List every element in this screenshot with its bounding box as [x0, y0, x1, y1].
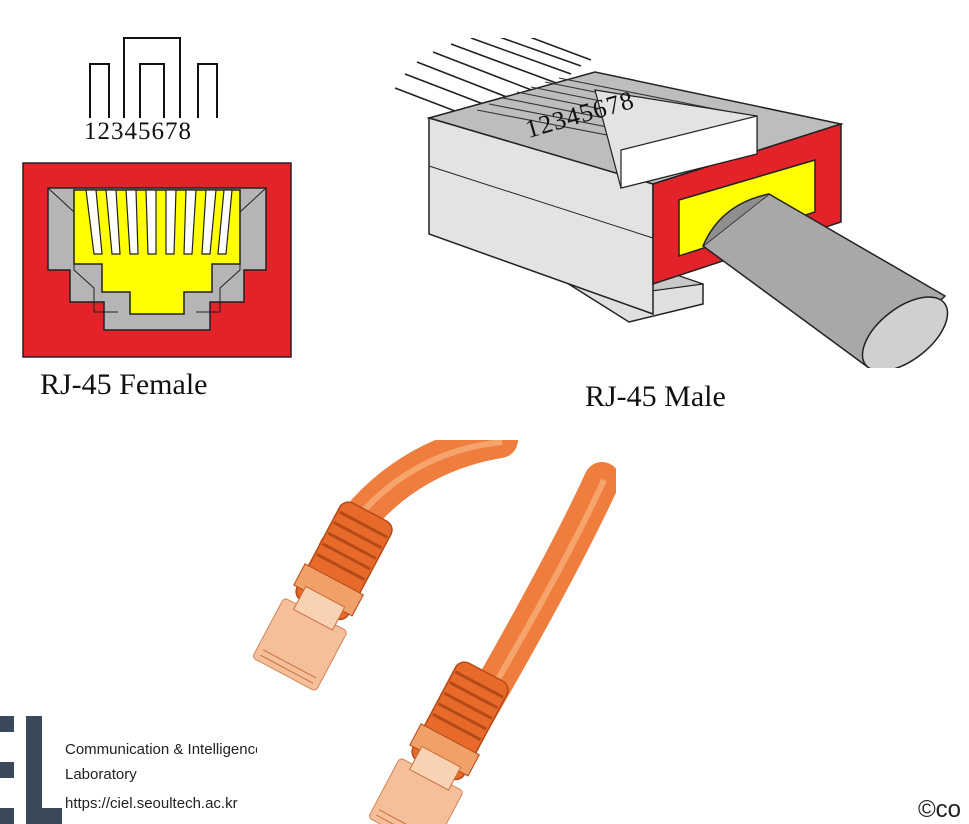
rj45-male-plug-diagram — [394, 38, 949, 368]
logo-lab-subtitle: Laboratory — [65, 766, 137, 783]
female-pin-numbers: 12345678 — [84, 118, 192, 145]
orange-ethernet-cables-photo — [240, 440, 616, 824]
rj45-female-jack-diagram — [22, 162, 292, 358]
female-pin-bracket-diagram — [89, 37, 218, 118]
ciel-logo-mark — [0, 716, 62, 824]
logo-url: https://ciel.seoultech.ac.kr — [65, 795, 238, 812]
logo-lab-name: Communication & Intelligence — [65, 741, 257, 758]
female-caption: RJ-45 Female — [40, 368, 208, 401]
copyright-text: ©co — [918, 796, 962, 823]
male-caption: RJ-45 Male — [585, 380, 726, 413]
